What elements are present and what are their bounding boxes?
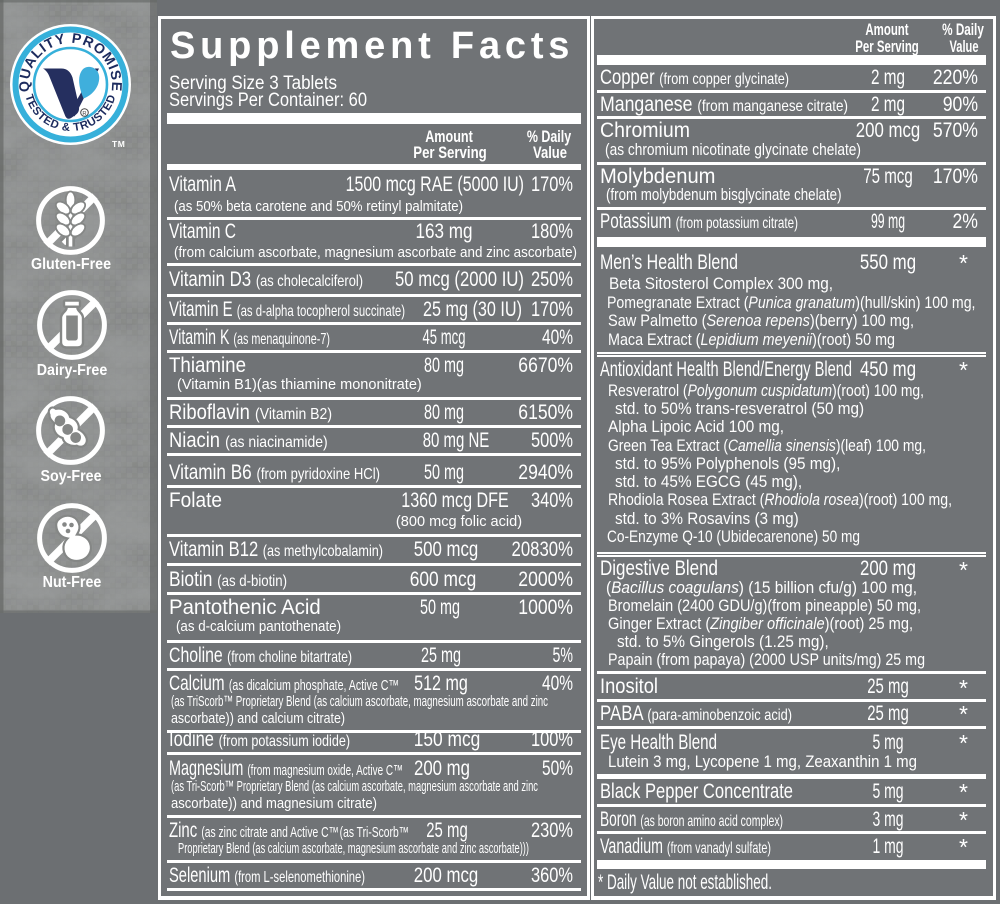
svg-text:R: R <box>82 111 86 117</box>
